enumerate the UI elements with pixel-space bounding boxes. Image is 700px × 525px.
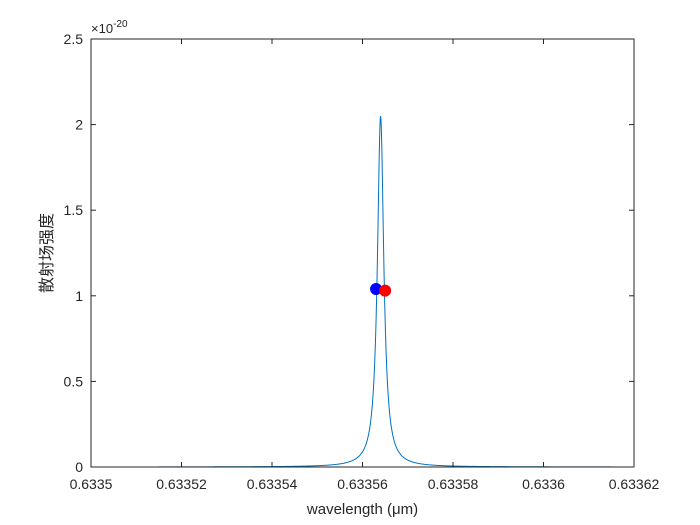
y-tick-label: 1.5 (64, 202, 84, 218)
y-tick-label: 2.5 (64, 31, 84, 47)
y-axis-label: 散射场强度 (37, 213, 56, 293)
x-tick-label: 0.6336 (522, 476, 565, 492)
x-axis-label: wavelength (μm) (306, 501, 418, 518)
y-tick-label: 0.5 (64, 373, 84, 389)
x-tick-label: 0.63356 (337, 476, 388, 492)
y-tick-label: 0 (75, 459, 83, 475)
x-tick-label: 0.63352 (156, 476, 207, 492)
plot-area (91, 39, 634, 467)
y-exponent-power: -20 (113, 19, 128, 30)
marker-point (379, 284, 392, 297)
x-tick-label: 0.63354 (247, 476, 298, 492)
y-tick-label: 1 (75, 288, 83, 304)
x-tick-label: 0.63362 (609, 476, 660, 492)
y-tick-label: 2 (75, 117, 83, 133)
y-exponent-label: ×10-20 (91, 19, 128, 36)
x-tick-label: 0.63358 (428, 476, 479, 492)
x-tick-label: 0.6335 (70, 476, 113, 492)
tick-labels: 0.6335 0.63352 0.63354 0.63356 0.63358 0.6336… (64, 31, 660, 492)
ticks (90, 38, 635, 468)
